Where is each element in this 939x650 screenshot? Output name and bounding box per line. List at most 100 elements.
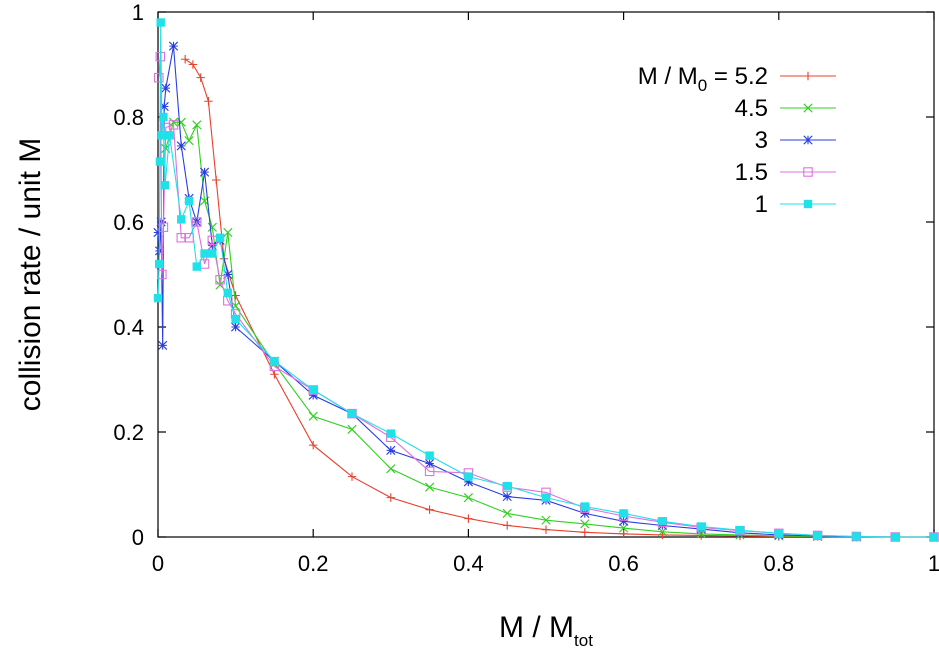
data-point [347,424,357,434]
data-point [204,97,213,106]
data-point [929,532,939,542]
data-point [158,340,168,350]
data-point [176,141,186,151]
data-point [196,73,205,82]
data-point [541,493,551,502]
data-point [165,131,174,140]
data-point [425,482,435,492]
data-point [159,101,169,112]
series-2 [153,41,939,542]
data-point [270,356,279,366]
legend-prefix-suffix: = [707,63,734,90]
y-tick-label: 0.6 [113,210,144,235]
data-point [215,274,225,285]
data-point [212,175,221,185]
data-point [503,481,512,491]
data-point [176,117,186,127]
series-line [184,58,934,538]
x-axis-ticks: 0 0.2 0.4 0.6 0.8 1 [152,12,939,576]
series-1 [161,117,939,542]
data-point [891,532,900,542]
legend-series-name: 4.5 [735,95,768,122]
x-tick-label: 0.6 [608,551,639,576]
data-point [157,269,167,280]
x-axis-title: M / Mtot [499,611,593,650]
data-point [192,262,201,271]
y-tick-label: 0 [132,525,144,550]
legend-swatch-marker [803,103,813,113]
data-point [231,322,241,332]
x-axis-title-main: M / M [499,611,574,644]
data-point [696,529,706,539]
data-point [154,72,164,83]
legend-label: 1 [755,191,768,218]
data-point [463,477,473,487]
data-point [697,522,706,531]
legend-item: 4.5 [735,95,836,122]
y-tick-label: 0.2 [113,420,144,445]
data-point [168,120,179,130]
data-point [463,493,473,503]
data-point [425,505,434,514]
data-point [425,458,435,469]
legend-item: 1 [755,191,836,218]
legend: M / M0 = 5.24.5 3 1.5 1 [638,63,836,218]
data-point [580,519,590,529]
y-tick-label: 0.8 [113,105,144,130]
legend-swatch-marker [803,199,813,209]
data-point [159,112,168,122]
data-point [308,390,318,400]
legend-item: M / M0 = 5.2 [638,63,836,95]
data-point [464,514,473,523]
legend-label: 1.5 [735,159,768,186]
data-point [619,523,629,533]
data-point [308,411,318,421]
data-point [184,136,194,146]
data-point [424,466,435,477]
y-axis-ticks: 0 0.2 0.4 0.6 0.8 1 [113,0,934,550]
data-point [188,60,198,69]
data-point [813,531,822,540]
series-layer [153,18,939,542]
data-point [156,18,165,27]
y-tick-label: 1 [132,0,144,25]
data-point [231,314,240,324]
series-line [165,121,934,538]
data-point [207,241,217,251]
data-point [386,493,395,502]
data-point [168,41,179,51]
legend-series-name: 5.2 [735,63,768,90]
data-point [502,491,512,502]
data-point [347,409,357,418]
series-line [158,56,934,538]
data-point [735,525,745,535]
data-point [386,429,395,438]
data-point [200,249,209,258]
data-point [464,472,473,481]
plot-area: 0 0.2 0.4 0.6 0.8 1 0 0.2 0.4 0.6 0.8 1 [113,0,939,576]
legend-label: M / M0 = 5.2 [638,63,768,95]
data-point [425,451,434,460]
data-point [580,528,589,537]
legend-prefix-main: M / M [638,63,698,90]
data-point [184,196,194,206]
legend-item: 3 [755,127,836,154]
x-tick-label: 0.4 [453,551,484,576]
data-point [580,502,589,511]
x-axis-title-sub: tot [574,631,593,650]
legend-swatch-marker [803,135,813,145]
x-tick-label: 0.8 [764,551,795,576]
data-point [153,227,163,238]
data-point [541,515,551,525]
data-point [386,445,396,455]
x-tick-label: 0.2 [298,551,329,576]
data-point [223,227,233,238]
data-point [207,222,217,232]
data-point [619,509,628,518]
data-point [231,291,240,300]
data-point [160,181,170,190]
legend-item: 1.5 [735,159,836,186]
plot-frame [157,11,935,538]
data-point [852,532,861,541]
data-point [153,293,163,303]
